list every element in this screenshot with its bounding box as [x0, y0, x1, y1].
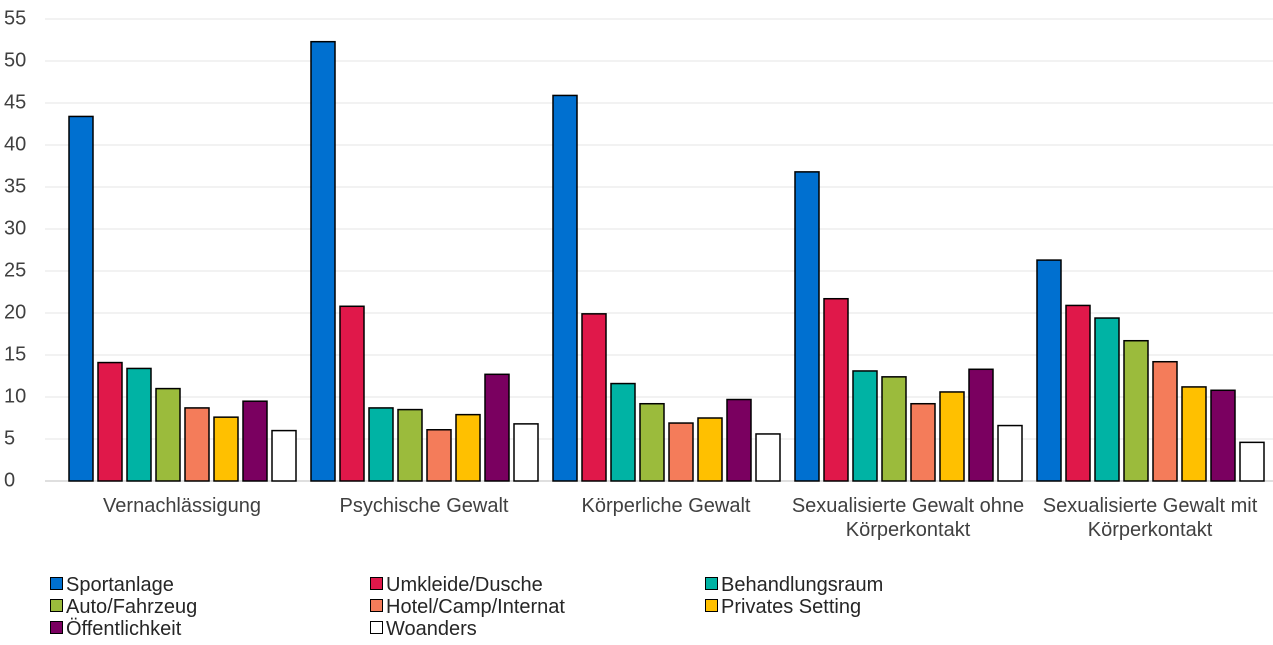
bar [581, 313, 607, 482]
x-tick-label: Körperliche Gewalt [581, 495, 751, 517]
legend-label: Sportanlage [66, 574, 174, 596]
bar [126, 367, 152, 482]
legend-swatch [370, 599, 383, 612]
legend-swatch [50, 599, 63, 612]
bar [755, 433, 781, 482]
bar [639, 402, 665, 482]
bar [368, 407, 394, 482]
bar [1181, 386, 1207, 482]
y-tick-label: 30 [4, 217, 26, 239]
bar [1123, 339, 1149, 482]
y-tick-label: 40 [4, 133, 26, 155]
bar [726, 398, 752, 482]
bar [881, 376, 907, 482]
bar [397, 408, 423, 482]
bar [910, 402, 936, 482]
bar [97, 361, 123, 482]
legend-label: Umkleide/Dusche [386, 574, 543, 596]
legend-swatch [50, 577, 63, 590]
legend-entry: Hotel/Camp/Internat [370, 596, 565, 618]
bar [484, 373, 510, 482]
bar [426, 429, 452, 482]
y-tick-label: 25 [4, 259, 26, 281]
legend-swatch [370, 621, 383, 634]
y-tick-label: 5 [4, 427, 15, 449]
bar [455, 413, 481, 482]
legend-label: Hotel/Camp/Internat [386, 596, 565, 618]
y-tick-label: 15 [4, 343, 26, 365]
bar [184, 407, 210, 482]
bar [1239, 441, 1265, 482]
bar [213, 416, 239, 482]
bar [794, 171, 820, 482]
legend-entry: Auto/Fahrzeug [50, 596, 197, 618]
bar [852, 370, 878, 482]
y-tick-label: 10 [4, 385, 26, 407]
bar [155, 387, 181, 482]
bar [939, 391, 965, 482]
legend-label: Auto/Fahrzeug [66, 596, 198, 618]
bar [997, 424, 1023, 482]
x-tick-label: Sexualisierte Gewalt mit Körperkontakt [1042, 495, 1258, 541]
legend-entry: Behandlungsraum [705, 574, 883, 596]
bar [1036, 259, 1062, 482]
bar [610, 382, 636, 482]
bar [1210, 389, 1236, 482]
x-tick-label: Vernachlässigung [103, 495, 261, 517]
legend-entry: Woanders [370, 618, 477, 640]
bar [1094, 317, 1120, 482]
bar [668, 422, 694, 482]
bar [1065, 304, 1091, 482]
x-tick-label: Psychische Gewalt [339, 495, 509, 517]
y-tick-label: 45 [4, 91, 26, 113]
legend-entry: Privates Setting [705, 596, 861, 618]
legend-label: Behandlungsraum [721, 574, 884, 596]
bar [968, 368, 994, 482]
legend-swatch [370, 577, 383, 590]
y-tick-label: 0 [4, 469, 15, 491]
legend-label: Privates Setting [721, 596, 862, 618]
bar [1152, 360, 1178, 482]
legend-swatch [705, 577, 718, 590]
x-tick-label: Sexualisierte Gewalt ohne Körperkontakt [791, 495, 1025, 541]
y-tick-label: 35 [4, 175, 26, 197]
legend-swatch [705, 599, 718, 612]
bar [697, 417, 723, 482]
legend-label: Woanders [386, 618, 477, 640]
bar [552, 94, 578, 482]
legend-label: Öffentlichkeit [66, 618, 182, 640]
y-tick-label: 55 [4, 7, 26, 29]
bar [271, 429, 297, 482]
legend-swatch [50, 621, 63, 634]
legend-entry: Öffentlichkeit [50, 618, 181, 640]
bar [823, 297, 849, 482]
bar [513, 423, 539, 482]
bar [242, 400, 268, 482]
bar [339, 305, 365, 482]
bar [68, 115, 94, 482]
y-tick-label: 50 [4, 49, 26, 71]
y-tick-label: 20 [4, 301, 26, 323]
legend-entry: Sportanlage [50, 574, 174, 596]
bar [310, 40, 336, 482]
legend-entry: Umkleide/Dusche [370, 574, 543, 596]
